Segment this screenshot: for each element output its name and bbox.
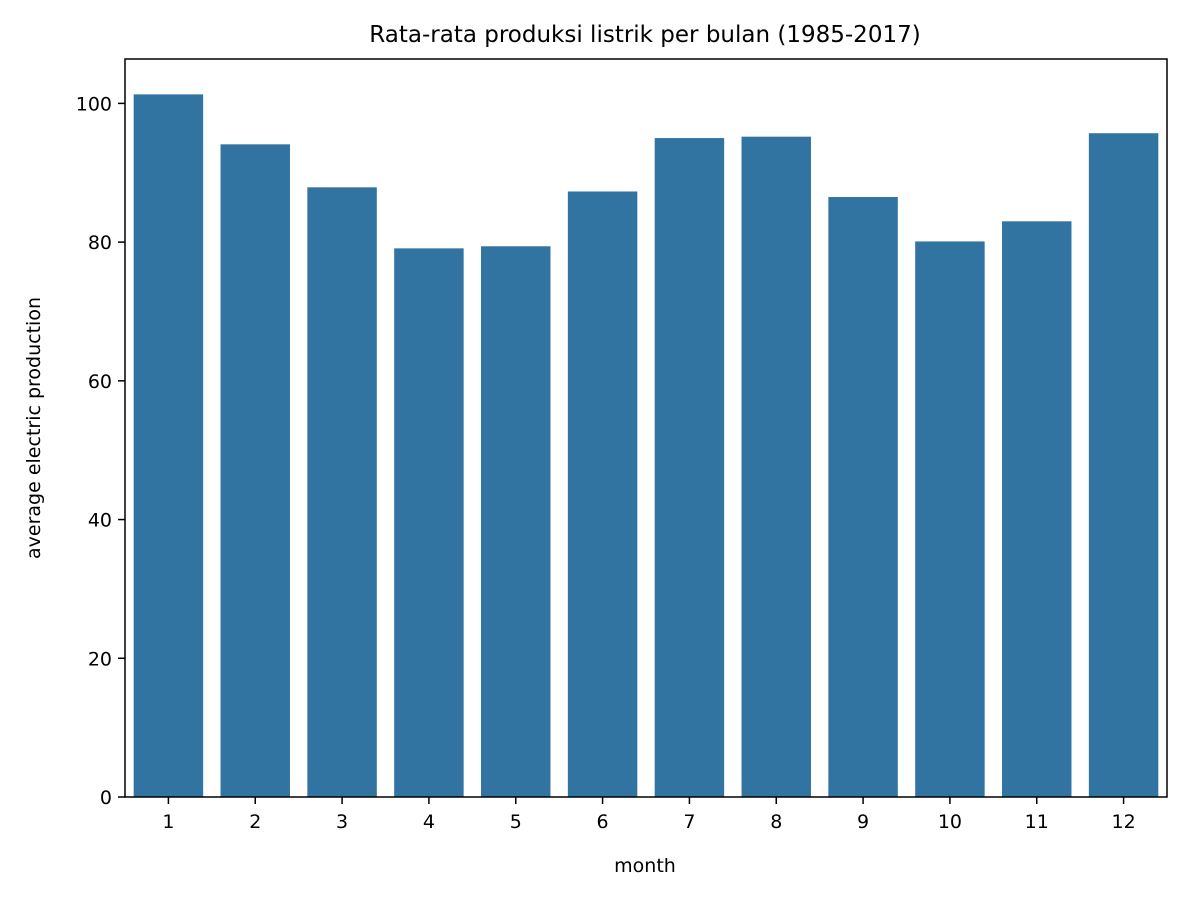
y-tick-label: 80: [88, 232, 112, 254]
bar-3: [307, 187, 377, 797]
x-tick-label: 7: [683, 811, 695, 833]
bar-7: [654, 138, 725, 798]
bar-1: [133, 94, 204, 797]
bar-6: [567, 191, 638, 798]
bar-8: [741, 136, 811, 797]
chart-title: Rata-rata produksi listrik per bulan (19…: [369, 22, 920, 48]
x-axis-ticks: 1 2 3 4 5 6 7 8 9 10 11 12: [162, 797, 1136, 833]
x-tick-label: 6: [597, 811, 609, 833]
y-tick-label: 20: [88, 648, 112, 670]
bars: [133, 94, 1159, 798]
y-tick-label: 60: [88, 371, 112, 393]
y-axis-ticks: 0 20 40 60 80 100: [76, 93, 125, 809]
x-tick-label: 1: [162, 811, 174, 833]
bar-10: [915, 241, 985, 797]
x-tick-label: 3: [336, 811, 348, 833]
x-tick-label: 2: [249, 811, 261, 833]
x-tick-label: 4: [423, 811, 435, 833]
x-tick-label: 12: [1111, 811, 1135, 833]
x-tick-label: 8: [770, 811, 782, 833]
x-tick-label: 10: [938, 811, 962, 833]
x-tick-label: 9: [857, 811, 869, 833]
bar-11: [1002, 221, 1072, 797]
bar-12: [1088, 133, 1159, 797]
x-tick-label: 5: [510, 811, 522, 833]
bar-4: [394, 248, 464, 797]
y-axis-label: average electric production: [23, 297, 45, 559]
y-tick-label: 0: [100, 787, 112, 809]
y-tick-label: 40: [88, 510, 112, 532]
bar-2: [220, 144, 290, 797]
x-axis-label: month: [614, 855, 676, 877]
bar-9: [828, 197, 898, 797]
plot-frame: [124, 58, 1168, 798]
bar-5: [481, 246, 551, 798]
y-tick-label: 100: [76, 93, 112, 115]
x-tick-label: 11: [1025, 811, 1049, 833]
